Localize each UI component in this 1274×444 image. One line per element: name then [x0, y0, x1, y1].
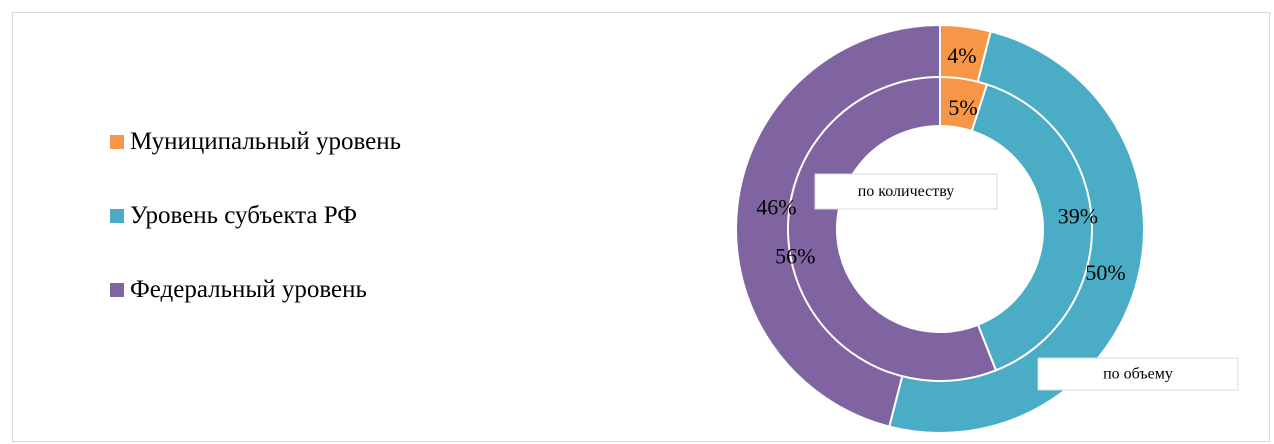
outer-series-name-box — [1037, 357, 1239, 391]
outer-data-label-regional: 50% — [1085, 260, 1125, 285]
legend-item-federal: Федеральный уровень — [110, 270, 401, 310]
legend-item-municipal: Муниципальный уровень — [110, 122, 401, 162]
legend-swatch-federal — [110, 283, 124, 297]
inner-ring-segment-federal — [787, 75, 998, 382]
inner-data-label-regional: 39% — [1058, 203, 1098, 228]
inner-data-label-federal: 56% — [775, 243, 815, 268]
legend-swatch-municipal — [110, 135, 124, 149]
legend-label-federal: Федеральный уровень — [130, 276, 367, 303]
chart-legend: Муниципальный уровень Уровень субъекта Р… — [110, 122, 401, 344]
inner-data-label-municipal: 5% — [948, 95, 977, 120]
legend-item-regional: Уровень субъекта РФ — [110, 196, 401, 236]
inner-series-name-box — [814, 173, 998, 210]
outer-data-label-municipal: 4% — [947, 43, 976, 68]
outer-data-label-federal: 46% — [756, 195, 796, 220]
outer-series-name-label: по объему — [1103, 366, 1173, 383]
legend-label-municipal: Муниципальный уровень — [130, 128, 402, 155]
inner-ring-segment-regional — [970, 83, 1093, 372]
inner-series-name-label: по количеству — [858, 183, 955, 200]
legend-swatch-regional — [110, 209, 124, 223]
legend-label-regional: Уровень субъекта РФ — [130, 202, 357, 229]
